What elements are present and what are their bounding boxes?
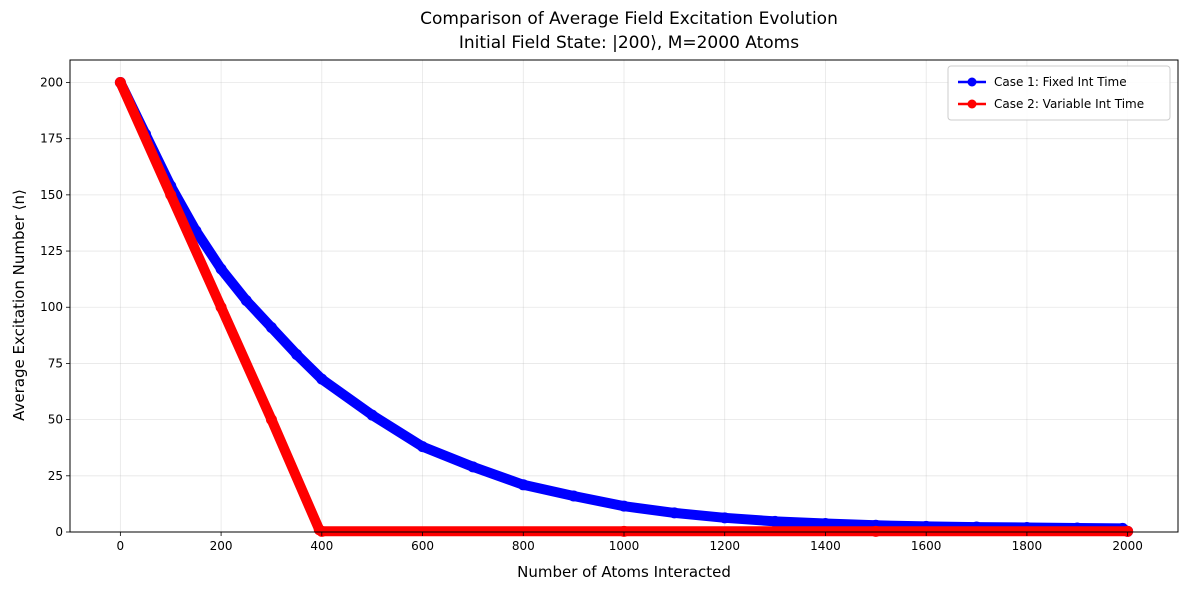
y-tick-label: 25	[48, 469, 63, 483]
series-layer	[114, 76, 1134, 537]
data-point	[265, 414, 277, 426]
x-tick-label: 0	[117, 539, 125, 553]
x-tick-label: 800	[512, 539, 535, 553]
y-tick-label: 0	[55, 525, 63, 539]
ticks: 0 200 400 600 800 1000 1200 1400 1600 1800 2000 0 25…	[40, 75, 1143, 553]
grid	[70, 60, 1178, 533]
data-point	[769, 515, 781, 527]
y-tick-label: 125	[40, 244, 63, 258]
data-point	[467, 461, 479, 473]
data-point	[215, 301, 227, 313]
legend-label: Case 1: Fixed Int Time	[994, 75, 1127, 89]
data-point	[517, 479, 529, 491]
data-point	[265, 321, 277, 333]
data-point	[819, 517, 831, 529]
data-point	[165, 189, 177, 201]
data-point	[215, 263, 227, 275]
data-point	[568, 490, 580, 502]
x-tick-label: 1800	[1012, 539, 1043, 553]
x-tick-label: 600	[411, 539, 434, 553]
x-tick-label: 200	[210, 539, 233, 553]
y-tick-label: 200	[40, 75, 63, 89]
legend-label: Case 2: Variable Int Time	[994, 97, 1144, 111]
data-point	[618, 525, 630, 537]
x-tick-label: 1000	[609, 539, 640, 553]
data-point	[668, 507, 680, 519]
data-point	[316, 373, 328, 385]
data-point	[870, 525, 882, 537]
y-tick-label: 175	[40, 132, 63, 146]
chart-title: Comparison of Average Field Excitation E…	[420, 9, 838, 29]
legend: Case 1: Fixed Int Time Case 2: Variable I…	[947, 65, 1171, 121]
data-point	[618, 500, 630, 512]
x-tick-label: 2000	[1112, 539, 1143, 553]
legend-box	[947, 65, 1171, 121]
y-tick-label: 75	[48, 356, 63, 370]
chart-subtitle: Initial Field State: |200⟩, M=2000 Atoms	[459, 33, 799, 53]
data-point	[719, 512, 731, 524]
data-point	[240, 294, 252, 306]
series-2	[114, 76, 1134, 537]
y-tick-label: 100	[40, 300, 63, 314]
x-tick-label: 1200	[709, 539, 740, 553]
y-tick-label: 50	[48, 413, 63, 427]
data-point	[366, 409, 378, 421]
y-axis-label: Average Excitation Number ⟨n⟩	[10, 189, 28, 421]
legend-marker	[967, 77, 977, 87]
legend-marker	[967, 99, 977, 109]
x-tick-label: 400	[310, 539, 333, 553]
data-point	[291, 348, 303, 360]
data-point	[114, 76, 126, 88]
data-point	[1122, 525, 1134, 537]
y-tick-label: 150	[40, 188, 63, 202]
x-tick-label: 1400	[810, 539, 841, 553]
data-point	[316, 525, 328, 537]
x-tick-label: 1600	[911, 539, 942, 553]
x-axis-label: Number of Atoms Interacted	[517, 563, 731, 581]
data-point	[417, 441, 429, 453]
